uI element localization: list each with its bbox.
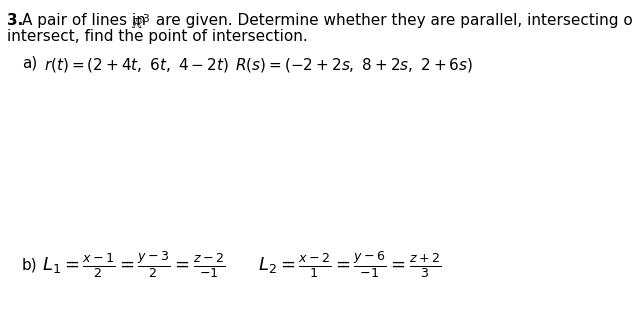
Text: $L_2 = \frac{x-2}{1} = \frac{y-6}{-1} = \frac{z+2}{3}$: $L_2 = \frac{x-2}{1} = \frac{y-6}{-1} = …	[258, 250, 441, 280]
Text: intersect, find the point of intersection.: intersect, find the point of intersectio…	[7, 29, 308, 44]
Text: b): b)	[22, 258, 38, 273]
Text: A pair of lines in: A pair of lines in	[22, 13, 151, 28]
Text: are given. Determine whether they are parallel, intersecting or skew. If the lin: are given. Determine whether they are pa…	[151, 13, 632, 28]
Text: 3.: 3.	[7, 13, 23, 28]
Text: a): a)	[22, 56, 37, 71]
Text: $L_1 = \frac{x-1}{2} = \frac{y-3}{2} = \frac{z-2}{-1}$: $L_1 = \frac{x-1}{2} = \frac{y-3}{2} = \…	[42, 250, 226, 280]
Text: $r(t) = (2 + 4t,\ 6t,\ 4 - 2t)$: $r(t) = (2 + 4t,\ 6t,\ 4 - 2t)$	[44, 56, 229, 74]
Text: $R(s) = (-2 + 2s,\ 8 + 2s,\ 2 + 6s)$: $R(s) = (-2 + 2s,\ 8 + 2s,\ 2 + 6s)$	[235, 56, 473, 74]
Text: $\mathbb{R}^3$: $\mathbb{R}^3$	[131, 13, 150, 32]
